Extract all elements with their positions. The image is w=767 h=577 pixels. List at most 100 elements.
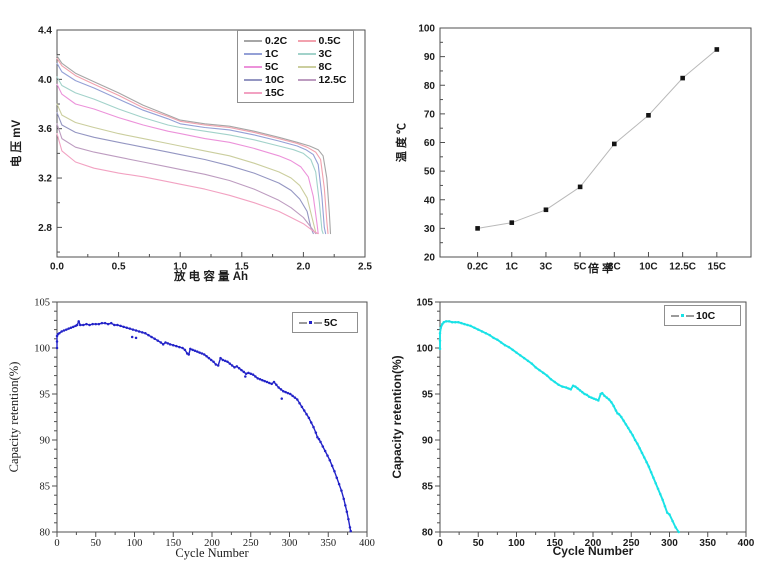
marker-dot (612, 404, 615, 408)
marker-dot (91, 322, 94, 326)
marker-square (543, 207, 549, 213)
marker-dot (298, 401, 301, 405)
marker-dot (161, 343, 165, 346)
marker-dot (88, 323, 91, 327)
marker-dot (438, 339, 442, 342)
series (56, 55, 332, 235)
series (438, 320, 680, 534)
legend-label: 0.5C (318, 34, 341, 47)
marker-dot (205, 355, 208, 358)
x-tick-label: 2.0 (296, 262, 310, 273)
legend-line-icon (297, 78, 316, 81)
legend-label: 10C (696, 309, 716, 322)
marker-dot (237, 366, 241, 370)
marker-dot (282, 389, 285, 393)
x-tick-label: 150 (546, 538, 563, 549)
marker-dot (323, 449, 327, 453)
marker-dot (312, 425, 315, 429)
marker-dot (574, 385, 577, 388)
marker-dot (629, 430, 632, 433)
x-axis-label: 放 电 容 量 Ah (173, 269, 248, 283)
marker-dot (557, 383, 560, 387)
marker-dot (511, 348, 514, 352)
marker-dot (106, 322, 110, 326)
x-tick-label: 300 (282, 538, 298, 549)
legend-line-icon (244, 78, 262, 81)
legend-item-12.5C: 12.5C (297, 73, 348, 86)
marker-dot (640, 451, 644, 455)
x-tick-label: 200 (585, 538, 602, 549)
marker-dot (454, 320, 457, 324)
legend-label: 5C (324, 316, 338, 329)
legend-label: 12.5C (318, 73, 347, 86)
marker-dot (438, 347, 442, 351)
series (475, 47, 720, 231)
marker-dot (219, 356, 222, 360)
y-tick-label: 85 (422, 482, 434, 493)
series-line-3C (56, 76, 324, 235)
marker-dot (538, 368, 541, 372)
marker-dot (116, 323, 119, 327)
marker-dot (55, 346, 59, 350)
x-tick-label: 1.5 (235, 262, 249, 273)
marker-dot (256, 377, 259, 380)
legend-label: 5C (265, 60, 279, 73)
marker-dot (172, 343, 175, 347)
chart-capacity-retention-5c: 0 50 100 150 200 250 300 350 400 80 85 90 95 100 105 Cy… (0, 288, 383, 577)
legend-capacity-retention-10c: 10C (664, 305, 741, 326)
marker-dot (166, 342, 170, 345)
y-tick-label: 4.4 (38, 26, 52, 37)
marker-dot (348, 526, 352, 529)
marker-dot (187, 353, 190, 356)
marker-dot (235, 365, 239, 368)
plot-discharge-curves: 0.0 0.5 1.0 1.5 2.0 2.5 2.8 3.2 3.6 4.0 4.4 放 电 容 量… (9, 26, 372, 284)
marker-dot (254, 375, 257, 378)
legend-item-10C: 10C (671, 309, 734, 322)
y-tick-label: 3.6 (38, 124, 52, 135)
y-tick-label: 50 (424, 167, 436, 178)
series-line-0.2C (56, 55, 332, 235)
x-tick-label: 150 (165, 538, 181, 549)
marker-dot (480, 330, 484, 333)
marker-dot (663, 504, 667, 508)
marker-dot (603, 394, 606, 398)
plot-capacity-retention-10c: 0 50 100 150 200 250 300 350 400 80 85 90 95 100 105 Cy… (390, 298, 755, 559)
marker-dot (261, 378, 264, 382)
y-tick-label: 30 (424, 224, 436, 235)
marker-dot (79, 323, 82, 327)
marker-dot (522, 356, 526, 360)
marker-dot (130, 335, 134, 339)
marker-dot (503, 343, 507, 347)
legend-dash-icon (671, 314, 679, 317)
marker-dot (100, 321, 104, 325)
marker-dot (526, 359, 530, 363)
y-tick-label: 100 (418, 24, 435, 35)
marker-dot (168, 343, 172, 346)
marker-dot (198, 351, 201, 354)
marker-dot (226, 360, 229, 364)
marker-dot (624, 423, 628, 426)
marker-dot (309, 421, 313, 424)
marker-dot (349, 529, 352, 533)
legend-item-10C: 10C (244, 73, 294, 86)
marker-dot (286, 391, 290, 395)
series-line-12.5C (56, 123, 317, 235)
marker-square (646, 113, 651, 118)
marker-dot (69, 326, 73, 330)
plot-capacity-retention-5c: 0 50 100 150 200 250 300 350 400 80 85 90 95 100 105 Cy… (7, 298, 375, 561)
y-tick-label: 95 (40, 390, 51, 401)
chart-capacity-retention-10c: 0 50 100 150 200 250 300 350 400 80 85 90 95 100 105 Cy… (383, 288, 767, 577)
marker-dot (515, 351, 518, 354)
x-tick-label: 400 (738, 538, 755, 549)
marker-dot (258, 378, 262, 381)
marker-dot (72, 325, 75, 329)
legend-item-15C: 15C (244, 86, 294, 99)
marker-dot (620, 415, 623, 419)
marker-dot (590, 396, 593, 399)
marker-dot (439, 326, 443, 330)
marker-dot (643, 456, 646, 459)
marker-dot (564, 386, 568, 389)
marker-dot (302, 409, 306, 412)
marker-dot (441, 322, 444, 326)
series-line-温度 (477, 49, 718, 229)
